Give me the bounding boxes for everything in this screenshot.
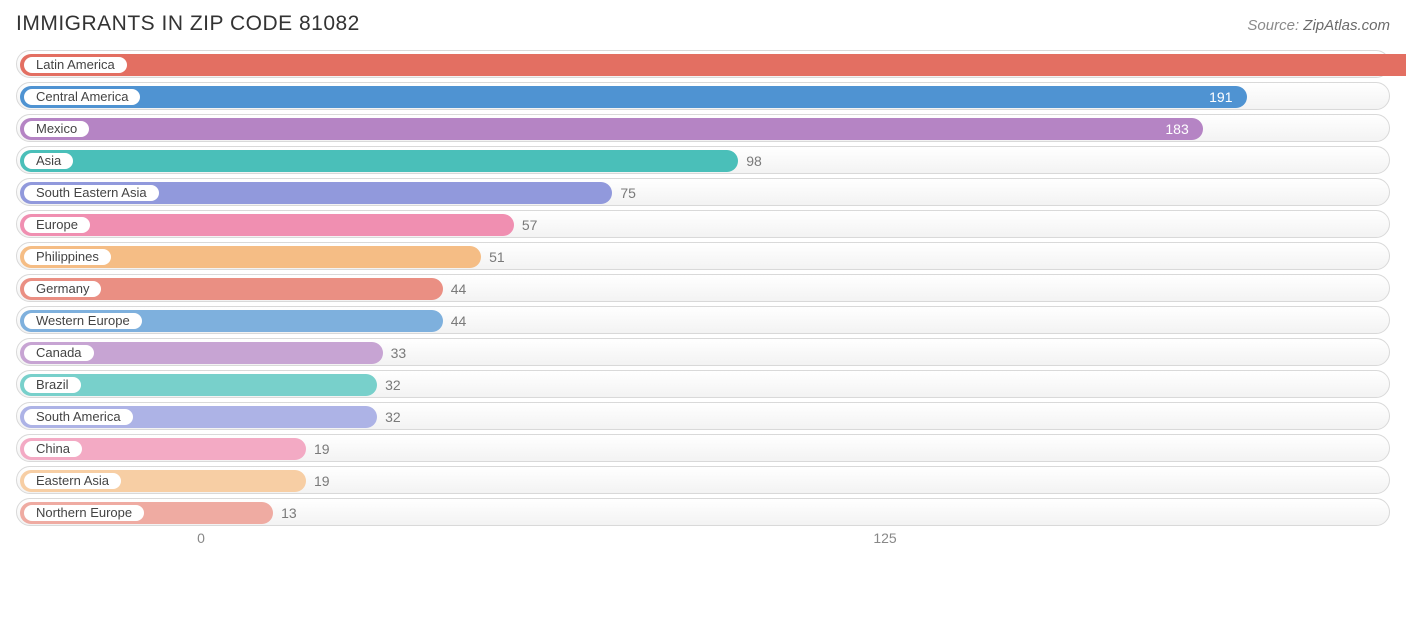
bar-track: Latin America227 — [16, 50, 1390, 78]
bar-row: Europe 57 — [16, 210, 1390, 238]
bar-value: 75 — [620, 179, 636, 207]
bar-fill — [20, 54, 1406, 76]
bar-label: Latin America — [24, 57, 127, 73]
bar-chart: Latin America227 Central America 191 Mexico… — [16, 50, 1390, 526]
bar-value: 57 — [522, 211, 538, 239]
bar-label: Brazil — [24, 377, 81, 393]
bar-value: 32 — [385, 371, 401, 399]
bar-label: Germany — [24, 281, 101, 297]
source-name: ZipAtlas.com — [1303, 17, 1390, 34]
bar-value: 19 — [314, 467, 330, 495]
bar-label: Philippines — [24, 249, 111, 265]
bar-row: South America 32 — [16, 402, 1390, 430]
bar-label: Canada — [24, 345, 94, 361]
bar-track: Philippines 51 — [16, 242, 1390, 270]
bar-label: Eastern Asia — [24, 473, 121, 489]
bar-row: Central America 191 — [16, 82, 1390, 110]
bar-row: Germany 44 — [16, 274, 1390, 302]
bar-row: Latin America227 — [16, 50, 1390, 78]
bar-label: Northern Europe — [24, 505, 144, 521]
bar-value: 32 — [385, 403, 401, 431]
bar-track: Asia 98 — [16, 146, 1390, 174]
bar-value: 19 — [314, 435, 330, 463]
bar-label: Mexico — [24, 121, 89, 137]
bar-track: South America 32 — [16, 402, 1390, 430]
bar-track: South Eastern Asia 75 — [16, 178, 1390, 206]
bar-row: Mexico 183 — [16, 114, 1390, 142]
bar-value: 51 — [489, 243, 505, 271]
bar-track: Brazil 32 — [16, 370, 1390, 398]
bar-row: China 19 — [16, 434, 1390, 462]
bar-track: Germany 44 — [16, 274, 1390, 302]
bar-row: South Eastern Asia 75 — [16, 178, 1390, 206]
bar-label: Europe — [24, 217, 90, 233]
bar-label: China — [24, 441, 82, 457]
header: IMMIGRANTS IN ZIP CODE 81082 Source: Zip… — [16, 12, 1390, 36]
bar-row: Eastern Asia 19 — [16, 466, 1390, 494]
x-axis: 0125250 — [16, 530, 1390, 560]
bar-label: Asia — [24, 153, 73, 169]
bar-row: Philippines 51 — [16, 242, 1390, 270]
axis-tick: 125 — [873, 530, 896, 546]
bar-track: Eastern Asia 19 — [16, 466, 1390, 494]
bar-track: Europe 57 — [16, 210, 1390, 238]
bar-fill — [20, 214, 514, 236]
bar-row: Northern Europe 13 — [16, 498, 1390, 526]
bar-track: Northern Europe 13 — [16, 498, 1390, 526]
page-title: IMMIGRANTS IN ZIP CODE 81082 — [16, 12, 360, 36]
bar-row: Western Europe 44 — [16, 306, 1390, 334]
source-attribution: Source: ZipAtlas.com — [1247, 17, 1390, 34]
source-prefix: Source: — [1247, 17, 1299, 34]
bar-value: 33 — [391, 339, 407, 367]
bar-track: Mexico 183 — [16, 114, 1390, 142]
bar-label: Western Europe — [24, 313, 142, 329]
bar-value: 98 — [746, 147, 762, 175]
bar-label: South Eastern Asia — [24, 185, 159, 201]
bar-fill — [20, 118, 1203, 140]
bar-fill — [20, 86, 1247, 108]
bar-track: Canada 33 — [16, 338, 1390, 366]
bar-value: 13 — [281, 499, 297, 527]
bar-track: Western Europe 44 — [16, 306, 1390, 334]
bar-track: China 19 — [16, 434, 1390, 462]
bar-row: Brazil 32 — [16, 370, 1390, 398]
bar-value: 44 — [451, 275, 467, 303]
bar-fill — [20, 150, 738, 172]
bar-value: 44 — [451, 307, 467, 335]
bar-label: Central America — [24, 89, 140, 105]
bar-row: Canada 33 — [16, 338, 1390, 366]
bar-track: Central America 191 — [16, 82, 1390, 110]
bar-value: 183 — [1165, 115, 1188, 143]
bar-row: Asia 98 — [16, 146, 1390, 174]
axis-tick: 0 — [197, 530, 205, 546]
bar-value: 191 — [1209, 83, 1232, 111]
bar-label: South America — [24, 409, 133, 425]
